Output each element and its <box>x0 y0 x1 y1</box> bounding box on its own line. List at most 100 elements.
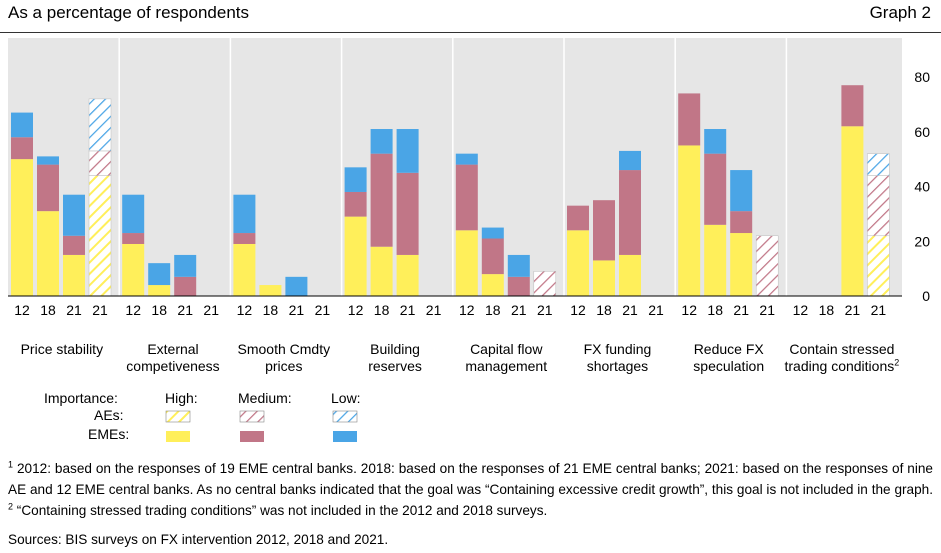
bar-segment-low-emes <box>63 194 85 236</box>
bar-segment-medium-emes <box>619 170 641 255</box>
bar-segment-low-emes <box>730 170 753 212</box>
bar-segment-medium-emes <box>174 276 197 296</box>
bar-segment-high-emes <box>344 216 367 296</box>
bar-segment-medium-emes <box>507 276 530 296</box>
x-tick-label: 12 <box>125 302 141 318</box>
category-label-line: speculation <box>693 358 765 374</box>
bar-segment-high-emes <box>11 159 33 296</box>
bar-segment-high-emes <box>455 230 478 296</box>
bar-segment-high-emes <box>730 233 753 296</box>
sources-note: Sources: BIS surveys on FX intervention … <box>8 532 389 547</box>
category-label: Reduce FX speculation <box>693 341 764 375</box>
x-tick-label: 21 <box>537 302 553 318</box>
x-tick-label: 21 <box>622 302 638 318</box>
legend-title: Importance: <box>44 390 118 406</box>
footnote-block: 1 2012: based on the responses of 19 EME… <box>8 458 933 521</box>
x-tick-label: 21 <box>759 302 775 318</box>
category-label-line: trading conditions2 <box>784 357 900 374</box>
category-label: Capital flow management <box>465 341 547 375</box>
category-label-line: Price stability <box>20 341 104 357</box>
footnote-ref: 2 <box>894 357 900 368</box>
legend-row-emes: EMEs: <box>88 426 130 442</box>
bar-segment-high-emes <box>704 224 727 296</box>
bar-segment-low-emes <box>455 153 478 165</box>
legend-row-aes: AEs: <box>94 407 124 423</box>
y-tick-label: 20 <box>914 233 930 249</box>
category-label: Contain stressed trading conditions2 <box>785 341 900 375</box>
bar-segment-medium-aes <box>755 235 779 297</box>
bar-segment-medium-emes <box>567 205 589 231</box>
x-tick-label: 18 <box>374 302 390 318</box>
bar-segment-low-emes <box>396 129 419 173</box>
x-tick-label: 21 <box>203 302 219 318</box>
bar-segment-medium-emes <box>11 137 33 160</box>
x-tick-label: 21 <box>648 302 664 318</box>
category-label: Building reserves <box>368 341 422 375</box>
bar-chart: 12 18 21 21 12 18 21 21 12 18 21 21 12 18 21 21 12 18 21 21… <box>8 38 930 318</box>
bar-segment-high-aes <box>88 175 112 297</box>
bar-segment-high-emes <box>233 243 256 296</box>
category-label-line: shortages <box>586 358 649 374</box>
bar-segment-low-emes <box>704 129 727 154</box>
bar-segment-medium-aes <box>88 150 112 176</box>
footnote-2: “Containing stressed trading conditions”… <box>16 503 548 518</box>
category-label: Smooth Cmdty prices <box>238 341 331 375</box>
y-tick-label: 80 <box>914 69 930 85</box>
x-tick-label: 12 <box>793 302 809 318</box>
x-tick-label: 21 <box>92 302 108 318</box>
bar-segment-high-emes <box>593 260 615 296</box>
bar-segment-high-aes <box>867 235 890 297</box>
x-tick-label: 21 <box>426 302 442 318</box>
bar-segment-high-emes <box>259 285 282 296</box>
category-label-line: FX funding <box>583 341 652 357</box>
bar-segment-low-emes <box>481 227 504 239</box>
bar-segment-low-aes <box>867 153 890 176</box>
x-tick-label: 12 <box>570 302 586 318</box>
bar-segment-low-emes <box>37 156 59 165</box>
x-tick-label: 12 <box>681 302 697 318</box>
bar-segment-medium-emes <box>455 164 478 231</box>
x-tick-label: 21 <box>315 302 331 318</box>
bar-segment-high-emes <box>481 274 504 296</box>
x-tick-label: 12 <box>237 302 253 318</box>
bar-segment-medium-emes <box>63 235 85 255</box>
footnote-1: 2012: based on the responses of 19 EME c… <box>8 461 933 497</box>
category-label: External competiveness <box>126 341 219 375</box>
bar-segment-medium-emes <box>481 238 504 275</box>
legend-col-high: High: <box>165 390 198 406</box>
x-tick-label: 21 <box>733 302 749 318</box>
legend-col-low: Low: <box>331 390 361 406</box>
bar-segment-low-emes <box>11 112 33 138</box>
x-tick-label: 18 <box>263 302 279 318</box>
bar-segment-low-emes <box>174 254 197 277</box>
x-tick-label: 21 <box>400 302 416 318</box>
x-tick-label: 12 <box>348 302 364 318</box>
bar-segment-high-emes <box>370 246 393 296</box>
x-tick-label: 21 <box>845 302 861 318</box>
category-label-line: Reduce FX <box>693 341 764 357</box>
bar-segment-medium-emes <box>593 200 615 261</box>
bar-segment-high-emes <box>63 254 85 296</box>
x-tick-label: 18 <box>151 302 167 318</box>
category-label: FX funding shortages <box>584 341 652 375</box>
category-label: Price stability <box>21 341 103 358</box>
bar-segment-low-emes <box>122 194 145 234</box>
y-tick-label: 0 <box>922 288 930 304</box>
bar-segment-medium-emes <box>37 164 59 212</box>
bar-segment-medium-emes <box>122 233 145 244</box>
footnote-marker-2: 2 <box>8 501 14 512</box>
category-label-line: reserves <box>368 358 422 374</box>
x-tick-label: 21 <box>66 302 82 318</box>
category-label-line: Building <box>370 341 420 357</box>
bar-segment-medium-aes <box>867 175 890 237</box>
bar-segment-high-emes <box>841 126 864 297</box>
category-label-line: Smooth Cmdty <box>237 341 331 357</box>
bar-segment-low-emes <box>507 254 530 277</box>
bar-segment-low-emes <box>285 276 308 296</box>
category-label-line: prices <box>265 358 303 374</box>
bar-segment-high-emes <box>148 285 171 296</box>
category-label-line: competiveness <box>126 358 220 374</box>
header-rule <box>0 32 941 33</box>
graph-number: Graph 2 <box>869 3 931 22</box>
